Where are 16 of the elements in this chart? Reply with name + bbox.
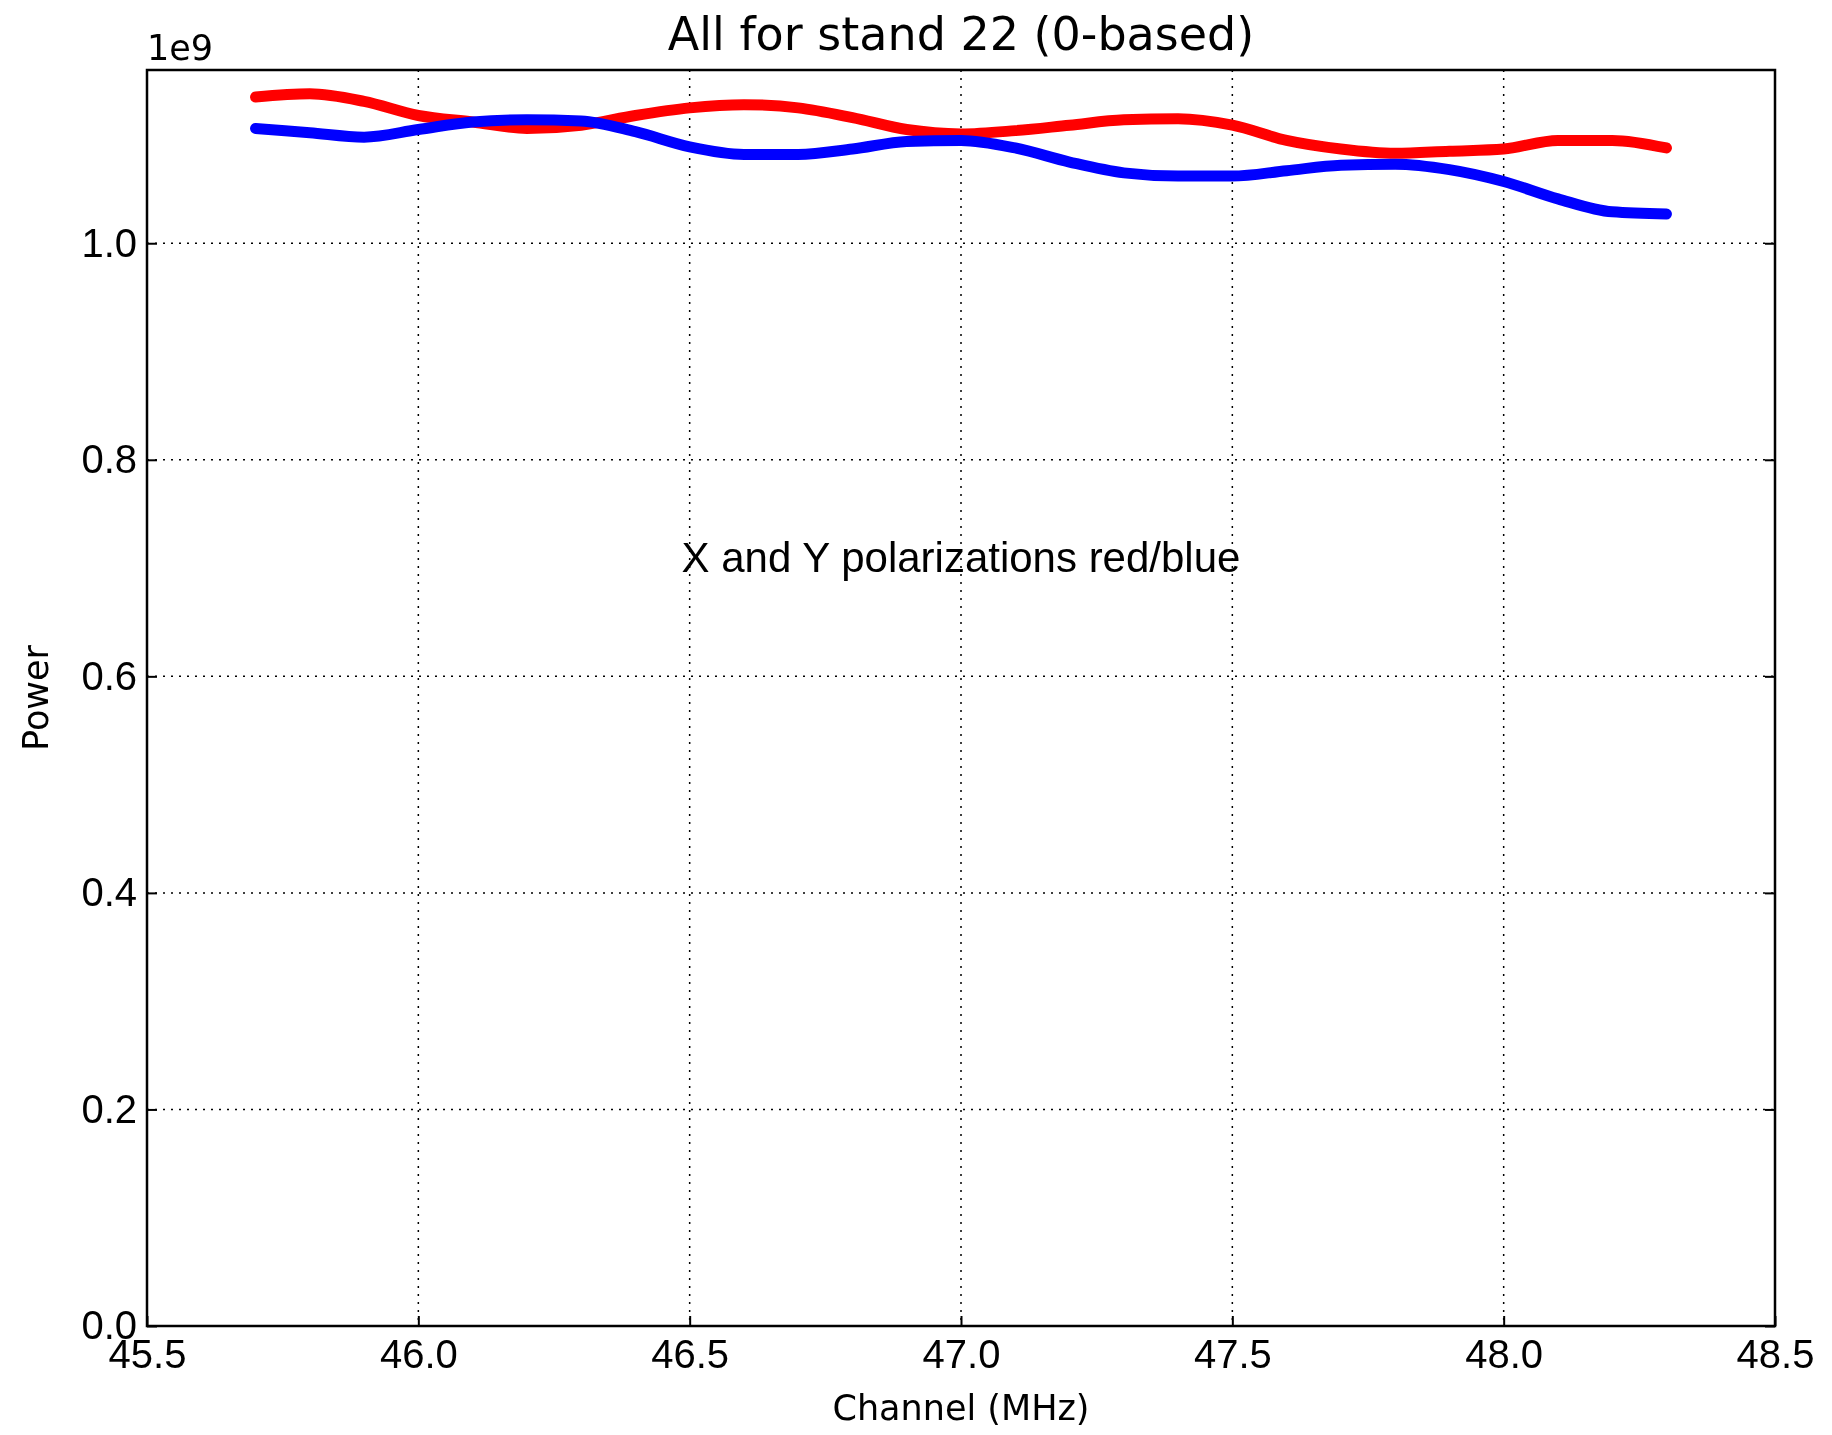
x-tick-label: 48.5 — [1736, 1332, 1815, 1377]
text: 1e9 — [147, 28, 214, 68]
x-tick-label: 47.0 — [922, 1332, 1001, 1377]
x-tick-label: 47.5 — [1193, 1332, 1272, 1377]
y-axis-title: Power — [16, 644, 56, 751]
x-tick-label: 46.0 — [379, 1332, 458, 1377]
y-tick-label: 0.4 — [81, 870, 137, 915]
x-tick-label: 48.0 — [1465, 1332, 1544, 1377]
annotation: X and Y polarizations red/blue — [681, 534, 1241, 582]
x-axis-title: Channel (MHz) — [832, 1388, 1090, 1428]
x-tick-label: 46.5 — [651, 1332, 730, 1377]
y-tick-label: 0.8 — [81, 437, 137, 482]
y-tick-label: 0.6 — [81, 653, 137, 698]
y-tick-label: 0.2 — [81, 1086, 137, 1131]
chart-title: All for stand 22 (0-based) — [667, 7, 1255, 61]
y-tick-label: 1.0 — [81, 220, 137, 265]
